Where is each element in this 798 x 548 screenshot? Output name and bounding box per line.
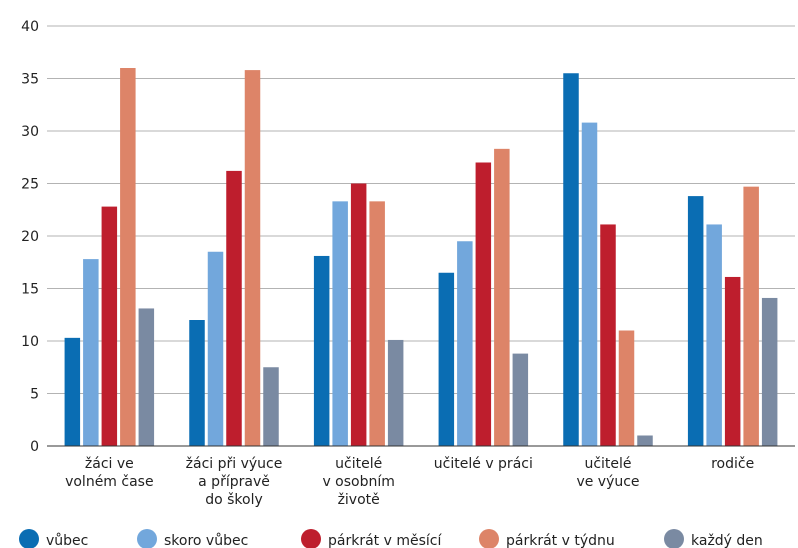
bar bbox=[761, 297, 778, 446]
bar bbox=[207, 251, 224, 446]
y-tick-label: 5 bbox=[30, 387, 39, 403]
bar bbox=[563, 73, 579, 446]
bar bbox=[494, 148, 510, 446]
y-tick-label: 15 bbox=[21, 282, 39, 298]
bar bbox=[189, 320, 205, 446]
legend-label: skoro vůbec bbox=[164, 533, 248, 548]
legend-marker bbox=[19, 529, 39, 548]
bar bbox=[313, 255, 330, 446]
x-category-label-line: rodiče bbox=[711, 456, 754, 472]
y-tick-label: 20 bbox=[21, 229, 39, 245]
x-category-label-line: učitelé v práci bbox=[434, 456, 533, 472]
legend-marker bbox=[137, 529, 157, 548]
bars bbox=[64, 68, 778, 446]
x-category-label-line: volném čase bbox=[65, 474, 154, 490]
bar bbox=[724, 276, 741, 446]
x-category-label-line: do školy bbox=[205, 492, 263, 508]
x-category-label-line: žáci ve bbox=[85, 456, 134, 472]
legend-label: vůbec bbox=[46, 533, 88, 548]
bar bbox=[637, 435, 653, 446]
x-category-label-line: žáci při výuce bbox=[186, 456, 283, 472]
x-category-label: učitelé v práci bbox=[434, 456, 533, 472]
x-category-label: žáci ve volném čase bbox=[65, 456, 154, 490]
legend-label: každý den bbox=[691, 533, 763, 548]
bar bbox=[120, 68, 136, 446]
y-tick-label: 30 bbox=[21, 124, 39, 140]
bar bbox=[64, 337, 81, 446]
bar bbox=[687, 196, 704, 446]
x-category-label-line: v osobním bbox=[322, 474, 394, 490]
bar bbox=[138, 308, 155, 446]
bar bbox=[101, 206, 118, 446]
bar bbox=[244, 70, 261, 446]
bar bbox=[438, 272, 455, 446]
y-tick-label: 0 bbox=[30, 439, 39, 455]
x-category-label-line: ve výuce bbox=[576, 474, 639, 490]
legend-marker bbox=[301, 529, 321, 548]
bar bbox=[475, 162, 492, 446]
y-tick-label: 10 bbox=[21, 334, 39, 350]
bar bbox=[512, 353, 529, 446]
bar bbox=[387, 339, 404, 446]
bar bbox=[706, 224, 722, 446]
y-tick-label: 35 bbox=[21, 72, 39, 88]
y-axis: 0 5 10 15 20 25 30 35 40 bbox=[21, 19, 39, 455]
bar bbox=[226, 170, 242, 446]
x-category-label: učitelé v osobním životě bbox=[322, 456, 394, 508]
bar bbox=[369, 201, 385, 446]
bar bbox=[332, 201, 348, 446]
bar bbox=[618, 330, 635, 446]
x-category-label: rodiče bbox=[711, 456, 754, 472]
legend: vůbec skoro vůbec párkrát v měsící párkrát … bbox=[19, 529, 763, 548]
y-tick-label: 40 bbox=[21, 19, 39, 35]
x-category-label-line: a přípravě bbox=[198, 474, 270, 490]
legend-label: párkrát v týdnu bbox=[506, 533, 615, 548]
x-category-label-line: životě bbox=[338, 492, 380, 508]
bar bbox=[457, 241, 473, 446]
x-axis: žáci ve volném čase žáci při výuce a přípra… bbox=[65, 456, 754, 508]
legend-marker bbox=[479, 529, 499, 548]
x-category-label: žáci při výuce a přípravě do školy bbox=[186, 456, 283, 508]
legend-label: párkrát v měsící bbox=[328, 533, 442, 548]
grid bbox=[47, 25, 795, 394]
bar bbox=[581, 122, 598, 446]
bar bbox=[350, 183, 367, 446]
bar bbox=[600, 224, 616, 446]
x-category-label: učitelé ve výuce bbox=[576, 456, 639, 490]
x-category-label-line: učitelé bbox=[584, 456, 631, 472]
bar bbox=[83, 259, 99, 446]
bar bbox=[743, 186, 759, 446]
x-category-label-line: učitelé bbox=[335, 456, 382, 472]
legend-marker bbox=[664, 529, 684, 548]
bar bbox=[263, 367, 279, 446]
y-tick-label: 25 bbox=[21, 177, 39, 193]
